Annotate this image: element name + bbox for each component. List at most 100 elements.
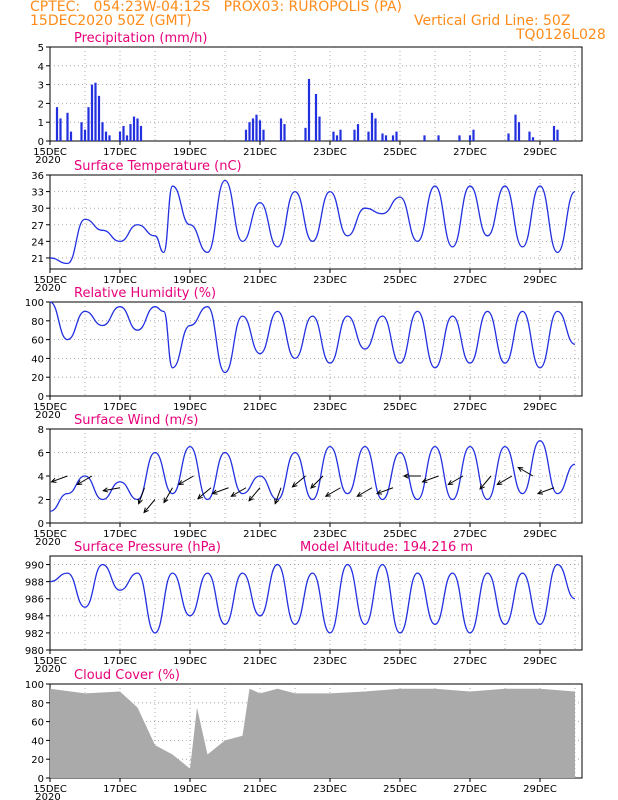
wind-arrow-head — [496, 480, 503, 486]
x-tick-label: 29DEC — [523, 402, 557, 413]
y-tick-label: 982 — [25, 629, 44, 640]
x-tick-label: 15DEC — [33, 275, 67, 286]
precip-bar — [339, 129, 342, 141]
x-tick-label: 15DEC — [33, 656, 67, 667]
x-tick-label: 23DEC — [313, 275, 347, 286]
x-tick-label: 19DEC — [173, 275, 207, 286]
x-tick-label: 15DEC — [33, 402, 67, 413]
precip-bar — [423, 135, 426, 141]
x-tick-label: 21DEC — [243, 147, 277, 158]
wind-arrow — [422, 475, 439, 483]
cloud-area — [50, 688, 575, 778]
wind-arrow — [518, 467, 534, 477]
y-tick-label: 1 — [38, 118, 44, 129]
precip-bar — [318, 116, 321, 141]
y-tick-label: 5 — [38, 43, 44, 54]
y-tick-label: 80 — [31, 699, 44, 710]
wind-arrow — [325, 487, 341, 497]
x-tick-label: 25DEC — [383, 529, 417, 540]
wind-arrow — [212, 487, 229, 495]
x-tick-label: 21DEC — [243, 784, 277, 795]
precip-bar — [108, 135, 111, 141]
y-tick-label: 20 — [31, 755, 44, 766]
x-tick-label: 25DEC — [383, 784, 417, 795]
precip-bar — [391, 135, 395, 141]
x-tick-label: 23DEC — [313, 402, 347, 413]
x-tick-label: 25DEC — [383, 275, 417, 286]
panel-0 — [46, 46, 583, 145]
series-line — [49, 440, 576, 512]
x-tick-label: 21DEC — [243, 529, 277, 540]
series-line — [49, 301, 576, 374]
panel-frame — [49, 555, 583, 651]
y-tick-label: 2 — [38, 99, 44, 110]
wind-arrow-head — [291, 482, 298, 488]
x-tick-label: 19DEC — [173, 147, 207, 158]
panel-5 — [46, 683, 583, 782]
y-tick-label: 0 — [38, 392, 44, 403]
panel-2 — [46, 301, 583, 400]
panel-title: Cloud Cover (%) — [74, 668, 180, 683]
precip-bar — [395, 131, 398, 141]
precip-bar — [262, 129, 265, 141]
x-tick-label: 25DEC — [383, 656, 417, 667]
y-tick-label: 6 — [38, 449, 44, 460]
precip-bar — [125, 135, 129, 141]
y-tick-label: 8 — [38, 425, 44, 436]
precip-bar — [244, 129, 248, 141]
x-tick-label: 17DEC — [103, 656, 137, 667]
wind-arrow — [138, 487, 145, 504]
wind-arrow — [537, 487, 555, 495]
y-tick-label: 27 — [31, 221, 44, 232]
precip-bar — [104, 131, 108, 141]
wind-arrow-head — [324, 491, 331, 497]
x-tick-label: 23DEC — [313, 529, 347, 540]
precip-bar — [307, 78, 311, 141]
precip-bar — [370, 112, 374, 141]
y-tick-label: 100 — [25, 298, 44, 309]
panel-annotation: Model Altitude: 194.216 m — [300, 540, 473, 555]
y-tick-label: 0 — [38, 519, 44, 530]
wind-arrow-head — [76, 480, 83, 486]
precip-bar — [437, 135, 440, 141]
x-tick-label: 27DEC — [453, 402, 487, 413]
wind-arrow-head — [421, 477, 428, 483]
panel-frame — [49, 174, 583, 270]
y-tick-label: 21 — [31, 254, 44, 265]
precip-bar — [55, 107, 59, 141]
x-tick-label: 23DEC — [313, 784, 347, 795]
wind-arrow — [197, 487, 212, 500]
y-tick-label: 990 — [25, 561, 44, 572]
y-tick-label: 60 — [31, 336, 44, 347]
y-tick-label: 4 — [38, 472, 44, 483]
x-tick-label: 27DEC — [453, 784, 487, 795]
wind-arrow-head — [479, 484, 485, 490]
x-tick-label: 21DEC — [243, 402, 277, 413]
precip-bar — [332, 131, 335, 141]
x-tick-label: 19DEC — [173, 402, 207, 413]
x-tick-label: 27DEC — [453, 147, 487, 158]
panel-title: Relative Humidity (%) — [74, 286, 216, 301]
precip-bar — [381, 133, 384, 141]
x-tick-label: 17DEC — [103, 147, 137, 158]
precip-bar — [255, 114, 258, 141]
wind-arrow-head — [375, 489, 383, 495]
wind-arrow — [497, 475, 513, 485]
x-tick-label: 19DEC — [173, 656, 207, 667]
precip-bar — [69, 131, 73, 141]
panel-4 — [46, 555, 583, 654]
precip-bar — [90, 84, 94, 141]
wind-arrow — [231, 487, 247, 497]
wind-arrow — [248, 487, 261, 502]
precip-bar — [507, 133, 510, 141]
x-tick-label: 25DEC — [383, 147, 417, 158]
wind-arrow-head — [50, 477, 57, 483]
precip-bar — [87, 107, 90, 141]
x-tick-label: 21DEC — [243, 275, 277, 286]
panel-frame — [49, 301, 583, 397]
y-tick-label: 36 — [31, 171, 44, 182]
y-tick-label: 40 — [31, 736, 44, 747]
y-tick-label: 3 — [38, 81, 44, 92]
y-tick-label: 0 — [38, 137, 44, 148]
